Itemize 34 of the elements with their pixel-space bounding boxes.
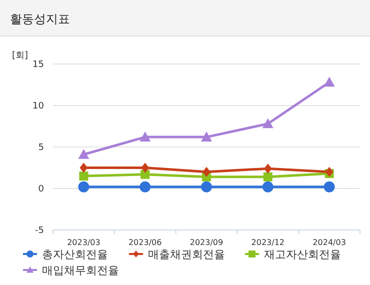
legend-label: 재고자산회전율 bbox=[264, 248, 341, 261]
y-axis-title: [회] bbox=[12, 51, 28, 61]
point bbox=[140, 170, 150, 179]
y-tick-label: -5 bbox=[35, 226, 44, 236]
point bbox=[79, 172, 88, 181]
point bbox=[78, 181, 90, 192]
point bbox=[202, 166, 210, 177]
point bbox=[78, 148, 90, 159]
point bbox=[201, 181, 212, 192]
point bbox=[324, 181, 335, 192]
point bbox=[262, 118, 274, 128]
point bbox=[324, 76, 335, 87]
x-tick-label: 2023/03 bbox=[67, 238, 100, 247]
point bbox=[140, 181, 151, 192]
legend-label: 총자산회전율 bbox=[42, 248, 108, 261]
point bbox=[141, 162, 150, 173]
point bbox=[264, 164, 272, 174]
y-tick-label: 10 bbox=[32, 102, 44, 112]
point bbox=[201, 132, 212, 142]
legend-label: 매출채권회전율 bbox=[148, 248, 225, 261]
point bbox=[262, 181, 274, 192]
point bbox=[325, 166, 334, 177]
point bbox=[140, 132, 151, 142]
y-tick-label: 0 bbox=[38, 184, 44, 194]
x-tick-label: 2023/12 bbox=[251, 238, 285, 247]
x-tick-label: 2024/03 bbox=[312, 238, 346, 247]
point bbox=[263, 172, 272, 182]
y-tick-label: 15 bbox=[32, 60, 44, 70]
x-tick-label: 2023/06 bbox=[128, 238, 162, 247]
point bbox=[80, 162, 88, 173]
x-tick-label: 2023/09 bbox=[190, 238, 224, 247]
y-tick-label: 5 bbox=[38, 143, 44, 153]
chart-title: 활동성지표 bbox=[10, 12, 70, 26]
legend-label: 매입채무회전율 bbox=[42, 264, 119, 277]
